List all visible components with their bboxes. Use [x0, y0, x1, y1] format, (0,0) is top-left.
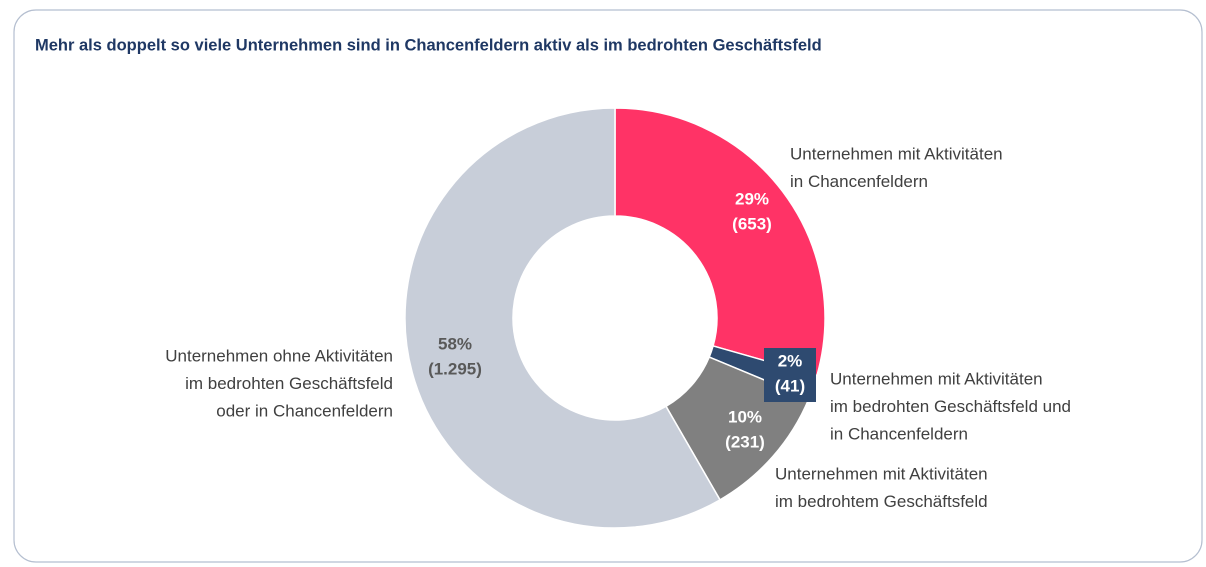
label-box	[764, 348, 816, 402]
category-label: im bedrohtem Geschäftsfeld	[775, 492, 988, 511]
data-label: (1.295)	[428, 359, 482, 378]
chart-title: Mehr als doppelt so viele Unternehmen si…	[35, 36, 822, 54]
category-label: im bedrohten Geschäftsfeld	[185, 374, 393, 393]
data-label: 29%	[735, 189, 769, 208]
category-label: oder in Chancenfeldern	[216, 401, 393, 420]
data-label: 2%	[778, 351, 803, 370]
data-label: (41)	[775, 376, 805, 395]
donut-slice	[614, 107, 826, 377]
category-label: im bedrohten Geschäftsfeld und	[830, 397, 1071, 416]
card	[13, 9, 1203, 563]
data-label: (653)	[732, 214, 772, 233]
category-label: in Chancenfeldern	[830, 424, 968, 443]
category-label: Unternehmen mit Aktivitäten	[775, 464, 988, 483]
category-label: Unternehmen mit Aktivitäten	[830, 369, 1043, 388]
category-label: Unternehmen mit Aktivitäten	[790, 144, 1003, 163]
data-label: (231)	[725, 432, 765, 451]
data-label: 58%	[438, 334, 472, 353]
donut-slice	[404, 107, 722, 529]
category-label: Unternehmen ohne Aktivitäten	[165, 346, 393, 365]
category-label: in Chancenfeldern	[790, 172, 928, 191]
data-label: 10%	[728, 407, 762, 426]
